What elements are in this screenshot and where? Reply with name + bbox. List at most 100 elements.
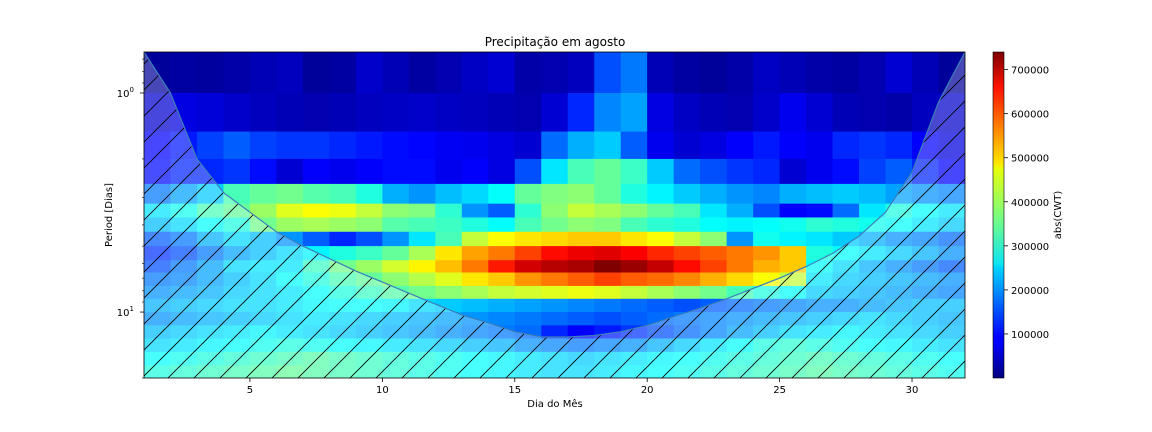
heatmap-cell <box>700 285 728 300</box>
colorbar-tick-label: 200000 <box>1011 286 1049 297</box>
heatmap-cell <box>435 158 463 185</box>
heatmap-cell <box>647 260 675 274</box>
heatmap-cell <box>355 183 383 205</box>
heatmap-cell <box>382 272 410 287</box>
heatmap-cell <box>673 183 701 205</box>
heatmap-cell <box>885 131 913 160</box>
heatmap-cell <box>435 52 463 94</box>
heatmap-cell <box>806 183 834 205</box>
heatmap-cell <box>435 217 463 233</box>
heatmap-cell <box>753 260 781 274</box>
heatmap-cell <box>249 203 278 219</box>
heatmap-cell <box>302 92 330 133</box>
heatmap-cell <box>514 312 542 326</box>
heatmap-cell <box>249 92 278 133</box>
heatmap-cell <box>594 131 622 160</box>
heatmap-cell <box>832 203 860 219</box>
heatmap-cell <box>488 131 516 160</box>
heatmap-cell <box>461 52 489 94</box>
heatmap-cell <box>620 217 648 233</box>
heatmap-cell <box>700 231 728 247</box>
heatmap-cell <box>488 183 516 205</box>
heatmap-cell <box>673 52 701 94</box>
heatmap-cell <box>276 203 304 219</box>
heatmap-cell <box>196 131 225 160</box>
heatmap-cell <box>276 217 304 233</box>
heatmap-cell <box>435 203 463 219</box>
heatmap-cell <box>541 92 569 133</box>
heatmap-cell <box>567 246 595 261</box>
heatmap-cell <box>779 131 807 160</box>
heatmap-cell <box>753 246 781 261</box>
heatmap-cell <box>461 246 489 261</box>
colorbar-label: abs(CWT) <box>1053 191 1064 240</box>
heatmap-cell <box>806 203 834 219</box>
heatmap-cell <box>594 217 622 233</box>
heatmap-cell <box>779 158 807 185</box>
heatmap-cell <box>832 131 860 160</box>
heatmap-cell <box>647 183 675 205</box>
heatmap-cell <box>329 92 357 133</box>
heatmap-cell <box>594 246 622 261</box>
heatmap-cell <box>514 285 542 300</box>
heatmap-cell <box>885 92 913 133</box>
heatmap-cell <box>514 92 542 133</box>
heatmap-cell <box>355 246 383 261</box>
heatmap-cell <box>276 131 304 160</box>
heatmap-cell <box>408 183 436 205</box>
heatmap-cell <box>620 92 648 133</box>
heatmap-cell <box>488 231 516 247</box>
heatmap-cell <box>859 52 887 94</box>
heatmap-cell <box>408 158 436 185</box>
heatmap-cell <box>329 52 357 94</box>
heatmap-cell <box>859 183 887 205</box>
heatmap-cell <box>620 246 648 261</box>
heatmap-cell <box>753 52 781 94</box>
heatmap-cell <box>329 246 357 261</box>
heatmap-cell <box>276 92 304 133</box>
heatmap-cell <box>567 285 595 300</box>
heatmap-cell <box>541 272 569 287</box>
heatmap-cell <box>329 131 357 160</box>
heatmap-cell <box>594 52 622 94</box>
heatmap-cell <box>514 217 542 233</box>
colorbar <box>992 51 1005 379</box>
heatmap-cell <box>514 158 542 185</box>
heatmap-cell <box>832 52 860 94</box>
heatmap-cell <box>647 203 675 219</box>
heatmap-cell <box>302 231 330 247</box>
heatmap-cell <box>276 183 304 205</box>
heatmap-cell <box>249 158 278 185</box>
heatmap-cell <box>488 260 516 274</box>
heatmap-cell <box>408 260 436 274</box>
heatmap-cell <box>673 131 701 160</box>
heatmap-cell <box>355 158 383 185</box>
heatmap-cell <box>726 183 754 205</box>
heatmap-cell <box>223 158 251 185</box>
heatmap-cell <box>700 246 728 261</box>
heatmap-cell <box>594 158 622 185</box>
heatmap-cell <box>461 203 489 219</box>
heatmap-cell <box>753 231 781 247</box>
x-tick-label: 30 <box>906 385 919 396</box>
heatmap-cell <box>700 217 728 233</box>
heatmap-cell <box>382 217 410 233</box>
heatmap-cell <box>541 131 569 160</box>
x-tick-label: 10 <box>376 385 389 396</box>
heatmap-cell <box>779 92 807 133</box>
heatmap-cell <box>435 231 463 247</box>
heatmap-cell <box>806 92 834 133</box>
heatmap-cell <box>408 203 436 219</box>
y-tick-label: 101 <box>117 305 134 319</box>
heatmap-cell <box>514 203 542 219</box>
heatmap-cell <box>461 183 489 205</box>
heatmap-cell <box>620 52 648 94</box>
heatmap-cell <box>567 231 595 247</box>
heatmap-cell <box>726 260 754 274</box>
heatmap-cell <box>382 246 410 261</box>
heatmap-cell <box>435 246 463 261</box>
heatmap-cell <box>488 246 516 261</box>
heatmap-cell <box>700 272 728 287</box>
heatmap-cell <box>276 52 304 94</box>
heatmap-cell <box>249 131 278 160</box>
